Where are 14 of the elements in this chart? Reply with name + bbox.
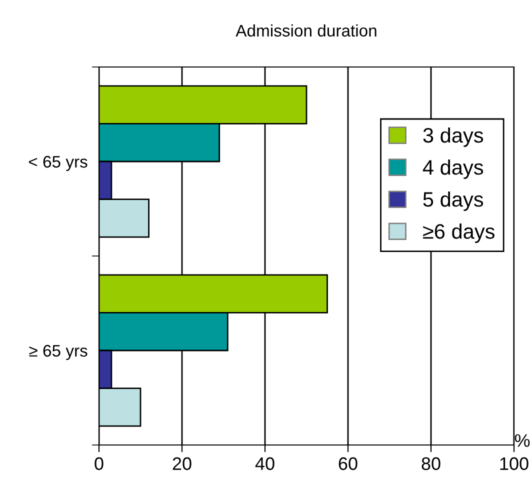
legend-label: ≥6 days [423,224,494,243]
legend-label: 4 days [422,159,484,179]
x-tick-label: 80 [422,457,440,470]
x-tick-label: 100 [500,457,528,470]
y-tick-label: ≥ 65 yrs [29,344,88,360]
x-tick-label: 20 [172,457,192,470]
legend-label: 5 days [423,192,484,211]
x-tick-label: 40 [255,457,274,470]
x-tick-label: 60 [338,457,358,470]
x-tick-label: 0 [94,457,104,470]
x-axis-title: % [514,434,530,447]
chart-title: Admission duration [236,24,376,37]
legend-label: 3 days [423,127,484,147]
y-tick-label: < 65 yrs [28,156,88,171]
